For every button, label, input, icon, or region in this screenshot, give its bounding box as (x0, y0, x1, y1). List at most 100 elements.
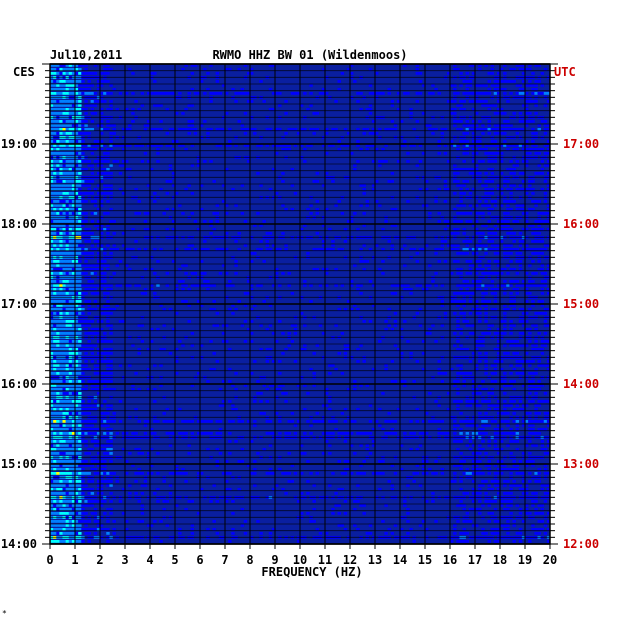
spectrogram-cell (78, 320, 82, 323)
spectrogram-cell (537, 152, 541, 155)
spectrogram-cell (487, 472, 491, 475)
spectrogram-cell (468, 284, 473, 287)
spectrogram-cell (68, 288, 73, 291)
spectrogram-cell (359, 292, 363, 295)
spectrogram-cell (478, 360, 482, 363)
spectrogram-cell (465, 348, 470, 351)
spectrogram-cell (159, 144, 163, 147)
spectrogram-cell (312, 484, 316, 487)
spectrogram-cell (184, 64, 188, 67)
spectrogram-cell (409, 108, 413, 111)
spectrogram-cell (540, 448, 545, 451)
spectrogram-cell (459, 268, 463, 271)
spectrogram-cell (509, 228, 513, 231)
spectrogram-cell (521, 420, 526, 423)
spectrogram-cell (484, 352, 488, 355)
spectrogram-cell (125, 472, 129, 475)
spectrogram-cell (90, 292, 95, 295)
spectrogram-cell (68, 300, 73, 303)
spectrogram-cell (518, 208, 523, 211)
spectrogram-cell (500, 440, 504, 443)
spectrogram-cell (503, 112, 507, 115)
spectrogram-cell (146, 388, 151, 391)
spectrogram-cell (503, 200, 507, 203)
spectrogram-cell (181, 472, 185, 475)
spectrogram-cell (265, 420, 270, 423)
spectrogram-cell (500, 332, 504, 335)
spectrogram-cell (90, 100, 95, 103)
spectrogram-cell (103, 260, 107, 263)
spectrogram-cell (250, 472, 254, 475)
spectrogram-cell (493, 420, 498, 423)
spectrogram-cell (200, 420, 204, 423)
spectrogram-cell (512, 144, 516, 147)
spectrogram-cell (90, 272, 95, 275)
spectrogram-cell (193, 220, 198, 223)
spectrogram-cell (521, 180, 526, 183)
spectrogram-cell (515, 424, 520, 427)
spectrogram-cell (534, 252, 538, 255)
spectrogram-cell (490, 168, 495, 171)
spectrogram-cell (471, 168, 476, 171)
spectrogram-cell (503, 480, 507, 483)
spectrogram-cell (362, 460, 366, 463)
spectrogram-cell (206, 72, 210, 75)
spectrogram-cell (465, 212, 470, 215)
spectrogram-cell (150, 168, 154, 171)
spectrogram-cell (225, 168, 229, 171)
spectrogram-cell (71, 152, 76, 155)
spectrogram-cell (71, 300, 76, 303)
spectrogram-cell (528, 308, 532, 311)
spectrogram-cell (468, 240, 473, 243)
spectrogram-cell (437, 212, 441, 215)
spectrogram-cell (81, 80, 85, 83)
spectrogram-cell (462, 140, 466, 143)
spectrogram-cell (478, 448, 482, 451)
spectrogram-cell (78, 440, 82, 443)
spectrogram-cell (68, 420, 73, 423)
spectrogram-cell (146, 144, 151, 147)
spectrogram-cell (153, 248, 157, 251)
spectrogram-cell (437, 260, 441, 263)
spectrogram-cell (200, 304, 204, 307)
spectrogram-cell (125, 284, 129, 287)
spectrogram-cell (75, 112, 79, 115)
spectrogram-cell (128, 168, 132, 171)
spectrogram-cell (50, 280, 54, 283)
spectrogram-cell (481, 124, 485, 127)
spectrogram-cell (546, 288, 551, 291)
spectrogram-cell (546, 400, 551, 403)
spectrogram-cell (212, 368, 216, 371)
spectrogram-cell (75, 464, 79, 467)
spectrogram-cell (450, 272, 454, 275)
spectrogram-cell (90, 308, 95, 311)
spectrogram-cell (368, 320, 373, 323)
spectrogram-cell (68, 404, 73, 407)
spectrogram-cell (71, 260, 76, 263)
spectrogram-cell (68, 92, 73, 95)
spectrogram-cell (100, 148, 104, 151)
spectrogram-cell (506, 284, 510, 287)
spectrogram-cell (71, 132, 76, 135)
spectrogram-cell (103, 64, 107, 67)
spectrogram-cell (278, 372, 282, 375)
spectrogram-cell (337, 460, 341, 463)
spectrogram-cell (493, 160, 498, 163)
spectrogram-cell (543, 284, 548, 287)
spectrogram-cell (200, 272, 204, 275)
spectrogram-cell (440, 372, 445, 375)
spectrogram-cell (78, 108, 82, 111)
spectrogram-cell (90, 268, 95, 271)
spectrogram-cell (56, 324, 60, 327)
spectrogram-cell (59, 140, 63, 143)
spectrogram-cell (465, 140, 470, 143)
spectrogram-cell (456, 144, 460, 147)
spectrogram-cell (50, 88, 54, 91)
spectrogram-cell (440, 244, 445, 247)
spectrogram-cell (503, 284, 507, 287)
spectrogram-cell (540, 172, 545, 175)
spectrogram-cell (240, 460, 245, 463)
spectrogram-cell (496, 80, 501, 83)
spectrogram-cell (75, 104, 79, 107)
spectrogram-cell (368, 132, 373, 135)
